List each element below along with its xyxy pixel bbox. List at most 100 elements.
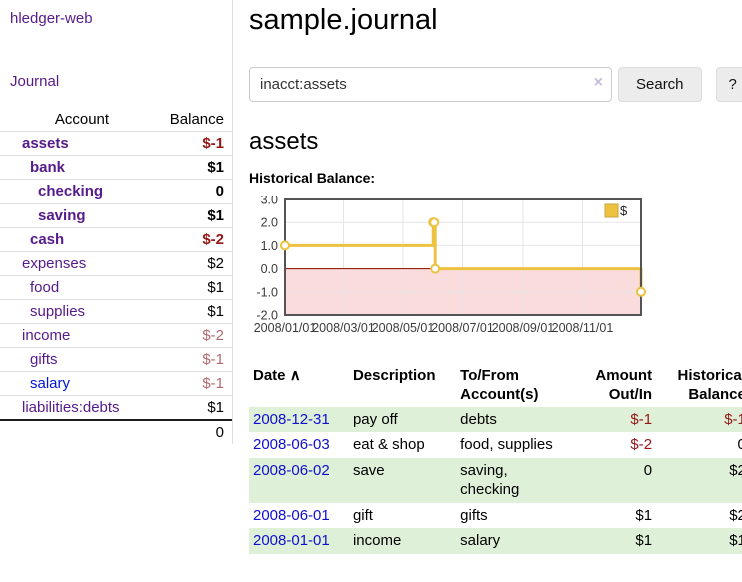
account-balance: $-2 [202,327,224,344]
accounts-table: Account Balance assets $-1 bank $1 check… [0,108,232,444]
account-balance: $-1 [202,351,224,368]
svg-text:0.0: 0.0 [261,262,278,276]
register-row: 2008-06-03 eat & shop food, supplies $-2… [249,432,742,458]
transaction-amount: 0 [643,461,653,479]
search-button[interactable]: Search [618,67,702,103]
svg-text:-1.0: -1.0 [256,285,278,299]
transaction-balance: 0 [737,436,742,454]
account-link-saving[interactable]: saving [38,207,86,224]
accounts-header-account: Account [54,111,110,128]
account-row: food $1 [0,276,232,300]
accounts-total-balance: 0 [215,424,224,441]
svg-text:2008/05/01: 2008/05/01 [372,321,435,335]
register-row: 2008-06-02 save saving, checking 0 $2 [249,457,742,503]
svg-text:2008/09/01: 2008/09/01 [492,321,555,335]
data-point-marker [429,217,440,228]
register-header-balance: Historical Balance [677,366,742,404]
page-root: hledger-web Journal Account Balance asse… [0,0,742,554]
account-link-supplies[interactable]: supplies [30,303,86,320]
register-row: 2008-01-01 income salary $1 $1 [249,528,742,554]
account-balance: 0 [215,183,224,200]
data-point-marker [280,240,290,251]
account-link-cash[interactable]: cash [30,231,65,248]
accounts-header-balance: Balance [169,111,224,128]
transaction-balance: $2 [729,506,742,524]
transaction-description: pay off [352,410,398,428]
register-row: 2008-06-01 gift gifts $1 $2 [249,503,742,529]
search-input-wrap: × [249,67,612,103]
transaction-amount: $-2 [630,436,653,454]
transaction-date-link[interactable]: 2008-06-01 [253,506,330,524]
account-link-liabilities-debts[interactable]: liabilities:debts [22,399,120,416]
account-balance: $1 [207,207,224,224]
svg-text:2008/11/01: 2008/11/01 [552,321,614,335]
account-row: assets $-1 [0,132,232,156]
main-content: sample.journal × Search ? assets Histori… [233,0,742,554]
transaction-date-link[interactable]: 2008-12-31 [253,410,330,428]
historical-balance-chart: $3.0 2.0 1.0 0.0 -1.0 -2.0 2008/01/01 2008/03/0… [249,192,742,344]
transaction-accounts: salary [460,532,501,550]
svg-text:2008/01/01: 2008/01/01 [254,321,317,335]
svg-text:2.0: 2.0 [261,216,278,230]
register-header-row: Date ∧ Description To/From Account(s) Am… [249,364,742,407]
transaction-date-link[interactable]: 2008-01-01 [253,532,330,550]
account-row: saving $1 [0,204,232,228]
account-link-income[interactable]: income [22,327,71,344]
sidebar-item-journal[interactable]: Journal [10,73,60,90]
transaction-accounts: saving, checking [460,461,520,499]
account-row: liabilities:debts $1 [0,396,232,420]
transaction-amount: $-1 [630,410,653,428]
account-row: expenses $2 [0,252,232,276]
account-balance: $1 [207,279,224,296]
register-table: Date ∧ Description To/From Account(s) Am… [249,364,742,554]
sort-asc-icon: ∧ [289,366,301,384]
transaction-accounts: debts [460,410,497,428]
search-form: × Search ? [249,67,742,103]
transaction-accounts: gifts [460,506,488,524]
svg-text:-2.0: -2.0 [256,308,278,322]
register-header-date[interactable]: Date ∧ [253,366,301,384]
sidebar: hledger-web Journal Account Balance asse… [0,0,233,444]
transaction-description: gift [352,506,373,524]
account-link-checking[interactable]: checking [38,183,104,200]
chart-title: Historical Balance: [249,169,376,186]
account-balance: $1 [207,159,224,176]
search-input[interactable] [249,67,612,103]
transaction-balance: $1 [729,532,742,550]
register-header-amount: Amount Out/In [595,366,653,404]
account-balance: $2 [207,255,224,272]
transaction-date-link[interactable]: 2008-06-02 [253,461,330,479]
transaction-balance: $2 [729,461,742,479]
svg-text:2008/07/01: 2008/07/01 [431,321,494,335]
account-link-assets[interactable]: assets [22,135,69,152]
account-link-salary[interactable]: salary [30,375,71,392]
account-balance: $-1 [202,375,224,392]
transaction-balance: $-1 [724,410,742,428]
account-link-food[interactable]: food [30,279,60,296]
clear-search-icon[interactable]: × [593,74,603,92]
legend-swatch [604,203,619,218]
account-row: cash $-2 [0,228,232,252]
account-link-bank[interactable]: bank [30,159,66,176]
accounts-header-row: Account Balance [0,108,232,132]
account-balance: $-2 [202,231,224,248]
transaction-date-link[interactable]: 2008-06-03 [253,436,330,454]
data-point-marker [430,263,441,274]
svg-text:1.0: 1.0 [261,239,278,253]
account-balance: $-1 [202,135,224,152]
register-header-accounts: To/From Account(s) [460,366,539,404]
account-balance: $1 [207,399,224,416]
transaction-description: save [352,461,385,479]
register-header-description: Description [352,366,436,384]
transaction-accounts: food, supplies [460,436,553,454]
svg-text:2008/03/01: 2008/03/01 [312,321,375,335]
register-row: 2008-12-31 pay off debts $-1 $-1 [249,406,742,433]
account-link-gifts[interactable]: gifts [30,351,58,368]
help-button[interactable]: ? [715,67,742,103]
account-link-expenses[interactable]: expenses [22,255,87,272]
legend-label: $ [620,203,628,218]
account-row: salary $-1 [0,372,232,396]
data-point-marker [636,286,646,297]
app-title[interactable]: hledger-web [10,10,93,27]
account-row: income $-2 [0,324,232,348]
